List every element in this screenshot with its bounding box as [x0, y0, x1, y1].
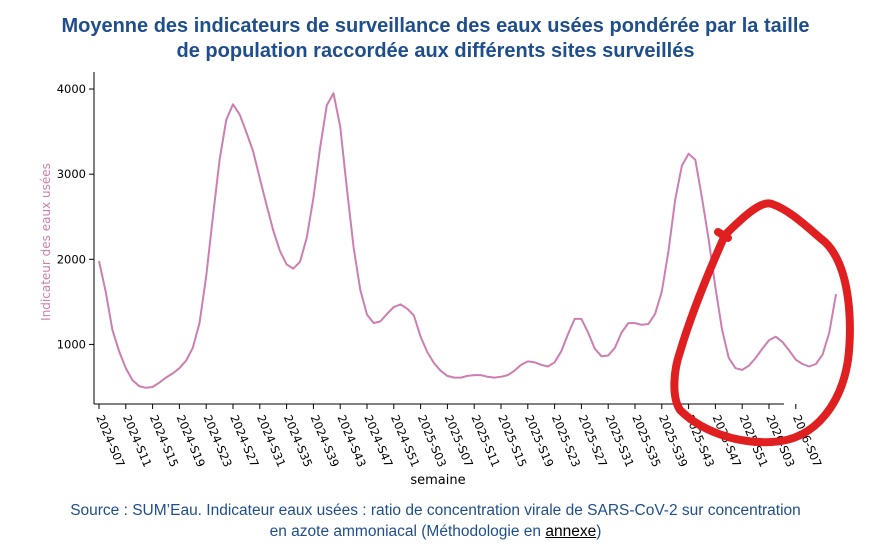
source-text: en azote ammoniacal (Méthodologie en: [269, 523, 546, 540]
y-axis-label: Indicateur des eaux usées: [39, 163, 53, 321]
x-axis-label: semaine: [410, 473, 465, 488]
y-axis: 1000 2000 3000 4000: [57, 72, 95, 404]
chart-title: Moyenne des indicateurs de surveillance …: [0, 14, 871, 64]
source-text-end: ): [596, 523, 602, 540]
source-line-1: Source : SUM’Eau. Indicateur eaux usées …: [70, 502, 801, 519]
red-annotation-circle: [670, 199, 854, 447]
source-line-2: en azote ammoniacal (Méthodologie en ann…: [0, 521, 871, 542]
y-tick-label: 3000: [57, 167, 86, 181]
y-tick-label: 2000: [57, 252, 86, 266]
source-note: Source : SUM’Eau. Indicateur eaux usées …: [0, 500, 871, 542]
annexe-link[interactable]: annexe: [545, 523, 597, 540]
chart-title-line-1: Moyenne des indicateurs de surveillance …: [61, 15, 810, 37]
y-tick-label: 4000: [57, 82, 86, 96]
y-tick-label: 1000: [57, 337, 86, 351]
chart-title-line-2: de population raccordée aux différents s…: [176, 40, 695, 62]
